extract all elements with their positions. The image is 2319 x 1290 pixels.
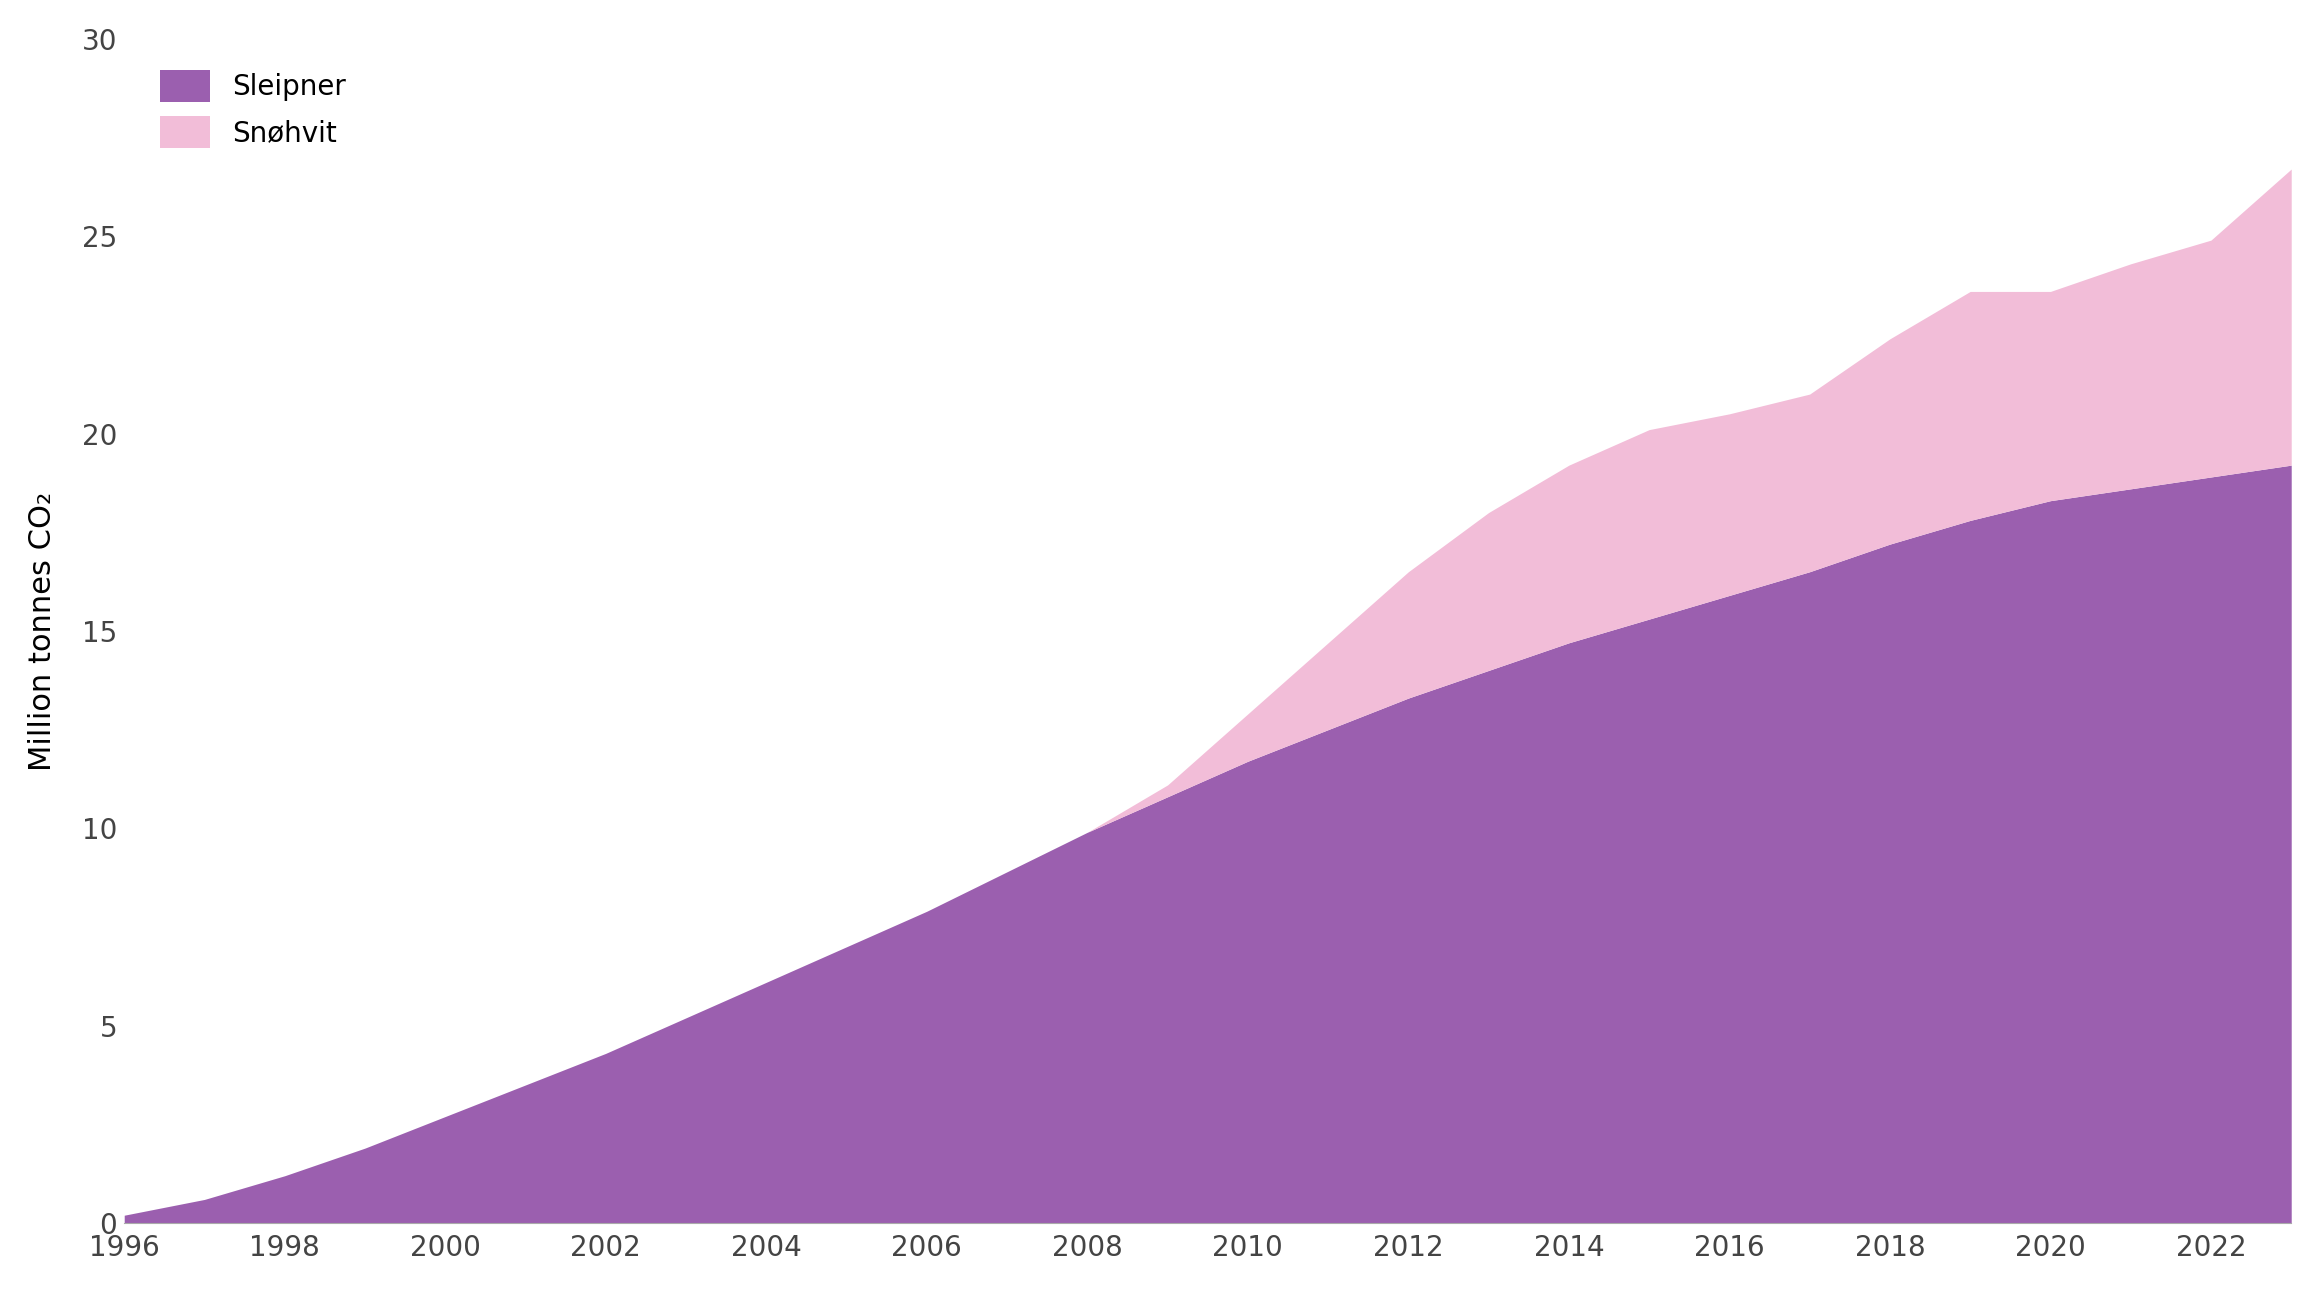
Y-axis label: Million tonnes CO₂: Million tonnes CO₂ [28, 491, 56, 770]
Legend: Sleipner, Snøhvit: Sleipner, Snøhvit [148, 58, 357, 159]
